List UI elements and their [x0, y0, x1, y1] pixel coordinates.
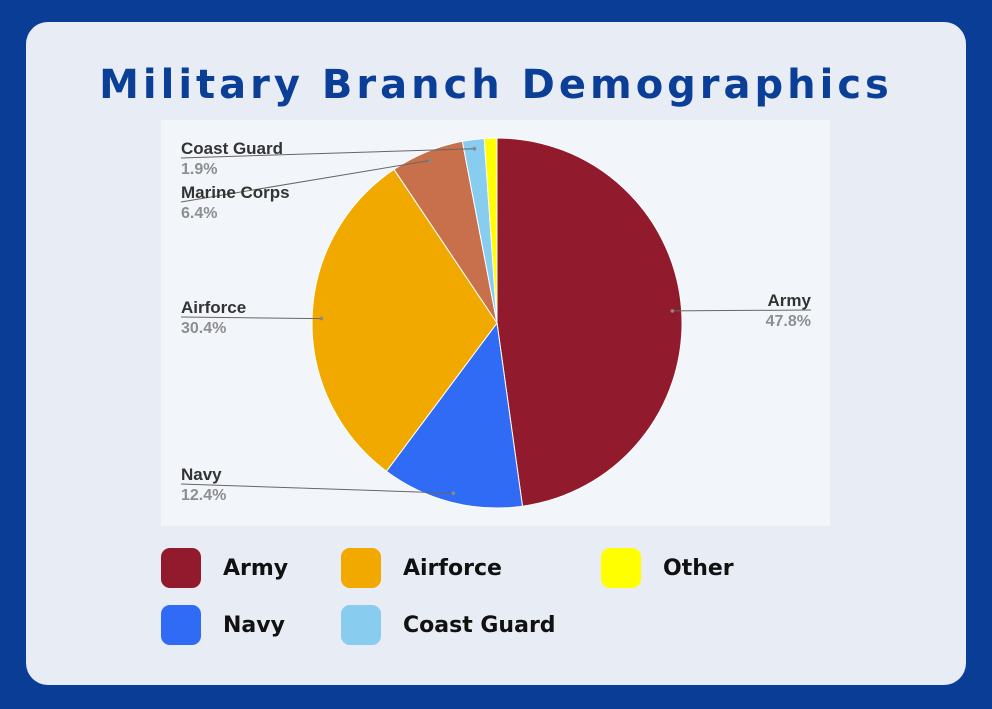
legend-swatch-coast-guard	[341, 605, 381, 645]
pie-slice-other[interactable]	[483, 137, 498, 324]
legend-item-army[interactable]: Army	[161, 548, 288, 588]
legend-swatch-other	[601, 548, 641, 588]
legend-label-navy: Navy	[223, 612, 285, 638]
chart-title: Military Branch Demographics	[99, 62, 893, 108]
callout-dot-army	[670, 309, 675, 313]
pie-slice-army[interactable]	[496, 137, 683, 507]
legend-item-other[interactable]: Other	[601, 548, 734, 588]
callout-dot-navy	[451, 491, 456, 496]
pie-slice-navy[interactable]	[385, 321, 524, 509]
data-label-name-army: Army	[768, 291, 812, 310]
legend-swatch-airforce	[341, 548, 381, 588]
legend-item-navy[interactable]: Navy	[161, 605, 285, 645]
callout-dot-airforce	[319, 316, 324, 321]
callout-line-airforce	[180, 316, 322, 320]
data-label-value-navy: 12.4%	[181, 487, 226, 504]
data-label-value-army: 47.8%	[766, 313, 811, 330]
legend-swatch-navy	[161, 605, 201, 645]
pie-chart: Army 47.8% Navy 12.4% Airforce 30.4% Marine Co…	[180, 137, 812, 509]
callout-dot-coast-guard	[472, 146, 477, 151]
legend-swatch-army	[161, 548, 201, 588]
legend-label-army: Army	[223, 555, 289, 581]
data-label-name-airforce: Airforce	[181, 298, 246, 317]
callout-line-coast-guard	[180, 148, 475, 159]
data-label-value-coast-guard: 1.9%	[181, 161, 217, 178]
legend-label-airforce: Airforce	[403, 555, 502, 581]
pie-plot-area: Army 47.8% Navy 12.4% Airforce 30.4% Marine Co…	[161, 120, 830, 526]
data-label-name-coast-guard: Coast Guard	[181, 139, 283, 158]
callout-line-navy	[180, 483, 454, 494]
callout-line-marine-corps	[180, 159, 431, 203]
legend-item-coast-guard[interactable]: Coast Guard	[341, 605, 556, 645]
data-label-name-marine-corps: Marine Corps	[181, 183, 290, 202]
legend-label-coast-guard: Coast Guard	[403, 612, 556, 638]
callout-line-army	[672, 309, 812, 312]
chart-card: Military Branch Demographics Army 47.8% Na…	[26, 22, 966, 685]
data-label-name-navy: Navy	[181, 465, 222, 484]
data-label-value-marine-corps: 6.4%	[181, 205, 217, 222]
legend-item-airforce[interactable]: Airforce	[341, 548, 502, 588]
data-label-value-airforce: 30.4%	[181, 320, 226, 337]
callout-dot-marine-corps	[428, 158, 433, 163]
legend-label-other: Other	[663, 555, 734, 581]
